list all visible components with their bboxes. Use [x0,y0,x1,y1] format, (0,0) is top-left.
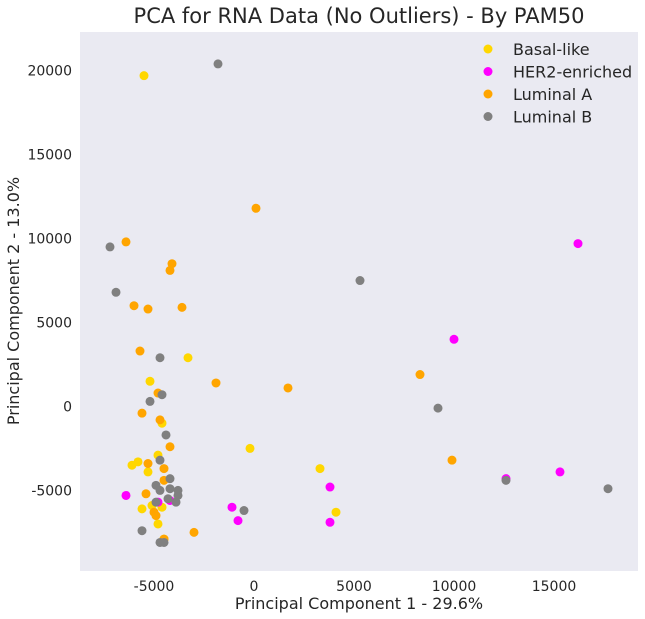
point-basal-like [183,353,193,363]
point-basal-like [315,464,325,474]
legend-marker [483,89,493,99]
x-tick-label: -5000 [134,579,175,595]
x-tick-label: 0 [250,579,259,595]
point-luminal-b [171,497,181,507]
point-luminal-a [165,442,175,452]
point-luminal-b [213,59,223,69]
legend-marker [483,112,493,121]
point-basal-like [137,504,147,514]
point-luminal-a [141,489,151,499]
x-axis-label: Principal Component 1 - 29.6% [235,594,483,613]
point-luminal-b [157,390,167,400]
point-her2-enriched [233,516,243,526]
point-luminal-b [105,242,115,252]
y-tick-label: 0 [63,399,72,415]
point-luminal-b [145,396,155,406]
point-luminal-b [165,474,175,484]
point-her2-enriched [555,467,565,477]
point-her2-enriched [121,490,131,500]
point-luminal-a [447,455,457,465]
point-luminal-b [137,526,147,536]
point-basal-like [145,376,155,386]
point-luminal-a [165,265,175,275]
x-axis-ticks: -5000 0 5000 10000 15000 [134,579,577,595]
legend-label: Luminal B [513,108,592,127]
point-luminal-b [603,484,613,494]
legend-label: Basal-like [513,40,590,59]
y-axis-label: Principal Component 2 - 13.0% [4,177,23,425]
point-basal-like [245,443,255,453]
point-luminal-b [161,430,171,440]
point-luminal-a [129,301,139,311]
point-luminal-a [189,527,199,537]
legend-label: Luminal A [513,85,592,104]
point-luminal-a [155,415,165,425]
point-luminal-a [137,408,147,418]
y-tick-label: 5000 [36,315,72,331]
point-luminal-a [415,370,425,380]
point-her2-enriched [573,239,583,249]
y-tick-label: 15000 [27,148,72,164]
point-luminal-a [143,459,153,469]
y-tick-label: -5000 [31,483,72,499]
point-basal-like [139,71,149,81]
point-luminal-b [155,485,165,495]
point-luminal-a [151,511,161,521]
data-points [105,59,613,547]
point-luminal-a [159,464,169,474]
legend-marker [483,67,493,76]
point-luminal-a [121,237,131,247]
point-luminal-a [251,203,261,213]
point-her2-enriched [325,517,335,527]
x-tick-label: 10000 [432,579,477,595]
point-her2-enriched [449,334,459,344]
point-luminal-b [155,455,165,465]
point-luminal-b [165,484,175,494]
point-luminal-a [143,304,153,314]
point-her2-enriched [325,482,335,492]
point-luminal-b [163,494,173,504]
point-luminal-b [111,287,121,297]
point-basal-like [331,507,341,517]
legend-label: HER2-enriched [513,63,632,82]
point-basal-like [133,457,143,467]
point-luminal-b [151,497,161,507]
legend-marker [483,44,493,54]
y-axis-ticks: -5000 0 5000 10000 15000 20000 [27,64,72,500]
y-tick-label: 20000 [27,64,72,80]
point-luminal-a [177,302,187,312]
point-luminal-b [239,506,249,516]
x-tick-label: 5000 [336,579,372,595]
chart-title: PCA for RNA Data (No Outliers) - By PAM5… [134,4,585,28]
point-basal-like [153,519,163,529]
point-basal-like [143,467,153,477]
point-luminal-b [155,353,165,363]
point-her2-enriched [227,502,237,512]
point-luminal-a [135,346,145,356]
point-luminal-b [433,403,443,413]
point-luminal-a [211,378,221,388]
legend: Basal-like HER2-enriched Luminal A Luminal … [483,40,632,127]
point-luminal-b [501,475,511,485]
y-tick-label: 10000 [27,232,72,248]
point-luminal-b [355,276,365,286]
x-tick-label: 15000 [532,579,577,595]
point-luminal-b [159,537,169,547]
point-luminal-a [283,383,293,393]
